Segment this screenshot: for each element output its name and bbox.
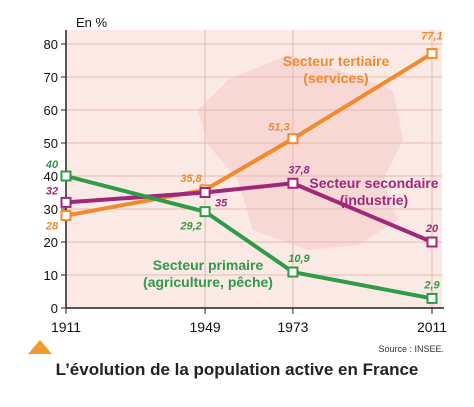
series-line (65, 181, 433, 244)
data-point (287, 133, 299, 145)
data-point (426, 236, 438, 248)
chart-title: L’évolution de la population active en F… (55, 360, 419, 379)
data-point (287, 177, 299, 189)
series-sublabel: (services) (303, 70, 368, 86)
y-tick-label: 0 (51, 301, 58, 316)
data-point (199, 187, 211, 198)
y-tick-label: 70 (44, 70, 58, 85)
y-tick-label: 60 (44, 103, 58, 118)
x-tick-label: 1973 (277, 319, 308, 335)
y-tick-label: 20 (44, 235, 58, 250)
data-label: 2,9 (423, 279, 440, 291)
data-point (426, 48, 438, 60)
y-tick-label: 30 (44, 202, 58, 217)
series-label: Secteur tertiaire (283, 53, 390, 69)
data-point (199, 206, 211, 218)
y-tick-label: 80 (44, 37, 58, 52)
series-sublabel: (industrie) (340, 192, 408, 208)
data-label: 37,8 (288, 164, 310, 176)
y-tick-label: 50 (44, 136, 58, 151)
series-line (65, 51, 434, 218)
data-point (426, 292, 438, 304)
data-point (60, 210, 72, 222)
triangle-marker-icon (28, 340, 52, 354)
data-label: 29,2 (179, 221, 201, 233)
y-tick-label: 40 (44, 169, 58, 184)
x-tick-label: 1911 (51, 319, 81, 335)
y-tick-label: 10 (44, 268, 58, 283)
series-sublabel: (agriculture, pêche) (143, 274, 273, 290)
series-label: Secteur secondaire (309, 175, 438, 191)
data-label: 28 (45, 221, 59, 233)
data-label: 32 (46, 185, 58, 197)
data-label: 35,8 (180, 173, 202, 185)
data-label: 40 (45, 159, 59, 171)
data-point (60, 196, 72, 208)
data-label: 77,1 (421, 31, 442, 43)
data-label: 51,3 (268, 122, 289, 134)
data-point (287, 266, 299, 278)
series-line (65, 174, 433, 301)
data-label: 20 (425, 223, 439, 235)
data-label: 10,9 (288, 253, 310, 265)
data-point (60, 170, 72, 182)
x-tick-label: 2011 (417, 319, 447, 335)
x-tick-label: 1949 (190, 319, 221, 335)
data-label: 35 (215, 198, 228, 210)
source-note: Source : INSEE. (378, 344, 444, 354)
y-axis-label: En % (76, 15, 108, 30)
series-label: Secteur primaire (153, 257, 264, 273)
